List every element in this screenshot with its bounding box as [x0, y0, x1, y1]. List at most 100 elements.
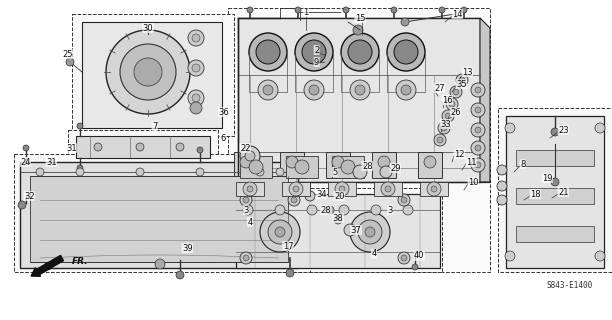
- Polygon shape: [236, 194, 440, 268]
- Circle shape: [240, 194, 252, 206]
- Circle shape: [155, 259, 165, 269]
- Circle shape: [344, 224, 356, 236]
- Circle shape: [243, 205, 253, 215]
- Circle shape: [243, 255, 249, 261]
- Text: 15: 15: [355, 13, 365, 22]
- Circle shape: [192, 64, 200, 72]
- Text: 25: 25: [62, 50, 72, 59]
- Circle shape: [66, 58, 74, 66]
- Circle shape: [401, 197, 407, 203]
- Text: 33: 33: [440, 119, 451, 129]
- Circle shape: [471, 158, 485, 172]
- Bar: [280, 152, 304, 178]
- Circle shape: [450, 86, 462, 98]
- Circle shape: [595, 123, 605, 133]
- Circle shape: [293, 186, 299, 192]
- Circle shape: [291, 197, 297, 203]
- Circle shape: [441, 125, 447, 131]
- Circle shape: [505, 251, 515, 261]
- Text: 4: 4: [371, 250, 376, 259]
- Bar: [234, 152, 258, 178]
- Text: 12: 12: [454, 149, 465, 158]
- Circle shape: [385, 186, 391, 192]
- Circle shape: [445, 113, 451, 119]
- Circle shape: [247, 7, 253, 13]
- Polygon shape: [30, 176, 288, 262]
- Polygon shape: [328, 182, 356, 196]
- Text: 24: 24: [20, 157, 31, 166]
- Circle shape: [341, 160, 355, 174]
- Text: 9: 9: [314, 58, 319, 67]
- Circle shape: [387, 33, 425, 71]
- Bar: [498, 108, 612, 272]
- Text: 13: 13: [462, 68, 472, 76]
- Circle shape: [23, 145, 29, 151]
- Circle shape: [475, 107, 481, 113]
- Bar: [326, 152, 350, 178]
- Bar: [238, 18, 480, 182]
- Circle shape: [439, 7, 445, 13]
- Circle shape: [243, 182, 257, 196]
- Polygon shape: [374, 182, 402, 196]
- Circle shape: [275, 227, 285, 237]
- Circle shape: [134, 58, 162, 86]
- Text: 27: 27: [434, 84, 445, 92]
- Text: 17: 17: [283, 242, 293, 251]
- Polygon shape: [282, 182, 310, 196]
- Circle shape: [176, 143, 184, 151]
- Circle shape: [243, 197, 249, 203]
- Circle shape: [190, 102, 202, 114]
- Bar: [14, 154, 310, 272]
- Circle shape: [188, 30, 204, 46]
- Text: 37: 37: [351, 226, 361, 235]
- Circle shape: [437, 137, 443, 143]
- Text: 19: 19: [542, 173, 553, 182]
- Text: 21: 21: [558, 188, 569, 196]
- Text: 34: 34: [316, 189, 327, 198]
- FancyArrow shape: [31, 255, 64, 276]
- Text: 7: 7: [152, 122, 157, 131]
- Circle shape: [188, 90, 204, 106]
- Circle shape: [302, 40, 326, 64]
- Circle shape: [197, 147, 203, 153]
- Circle shape: [471, 103, 485, 117]
- Circle shape: [136, 143, 144, 151]
- Circle shape: [475, 87, 481, 93]
- Circle shape: [471, 83, 485, 97]
- Circle shape: [380, 166, 392, 178]
- Circle shape: [394, 40, 418, 64]
- Text: 39: 39: [182, 244, 193, 252]
- Circle shape: [289, 182, 303, 196]
- Circle shape: [36, 168, 44, 176]
- Text: 18: 18: [530, 189, 540, 198]
- Circle shape: [551, 178, 559, 186]
- Circle shape: [286, 156, 298, 168]
- Text: 28: 28: [321, 205, 331, 214]
- Circle shape: [475, 162, 481, 168]
- Circle shape: [192, 34, 200, 42]
- Text: 4: 4: [247, 218, 253, 227]
- Circle shape: [378, 156, 390, 168]
- Circle shape: [339, 205, 349, 215]
- Polygon shape: [506, 116, 604, 268]
- Text: 3: 3: [387, 205, 393, 214]
- Circle shape: [247, 186, 253, 192]
- Circle shape: [358, 220, 382, 244]
- Text: 29: 29: [390, 164, 400, 172]
- Polygon shape: [238, 18, 480, 40]
- Circle shape: [412, 264, 418, 270]
- Circle shape: [249, 33, 287, 71]
- Text: 5: 5: [332, 167, 337, 177]
- Circle shape: [77, 165, 83, 171]
- Text: 3: 3: [244, 205, 248, 214]
- Circle shape: [136, 168, 144, 176]
- Circle shape: [260, 212, 300, 252]
- Circle shape: [595, 251, 605, 261]
- Circle shape: [263, 85, 273, 95]
- Circle shape: [371, 205, 381, 215]
- Text: 31: 31: [46, 157, 57, 166]
- Circle shape: [461, 7, 467, 13]
- Circle shape: [256, 40, 280, 64]
- Text: FR.: FR.: [72, 258, 89, 267]
- Circle shape: [471, 123, 485, 137]
